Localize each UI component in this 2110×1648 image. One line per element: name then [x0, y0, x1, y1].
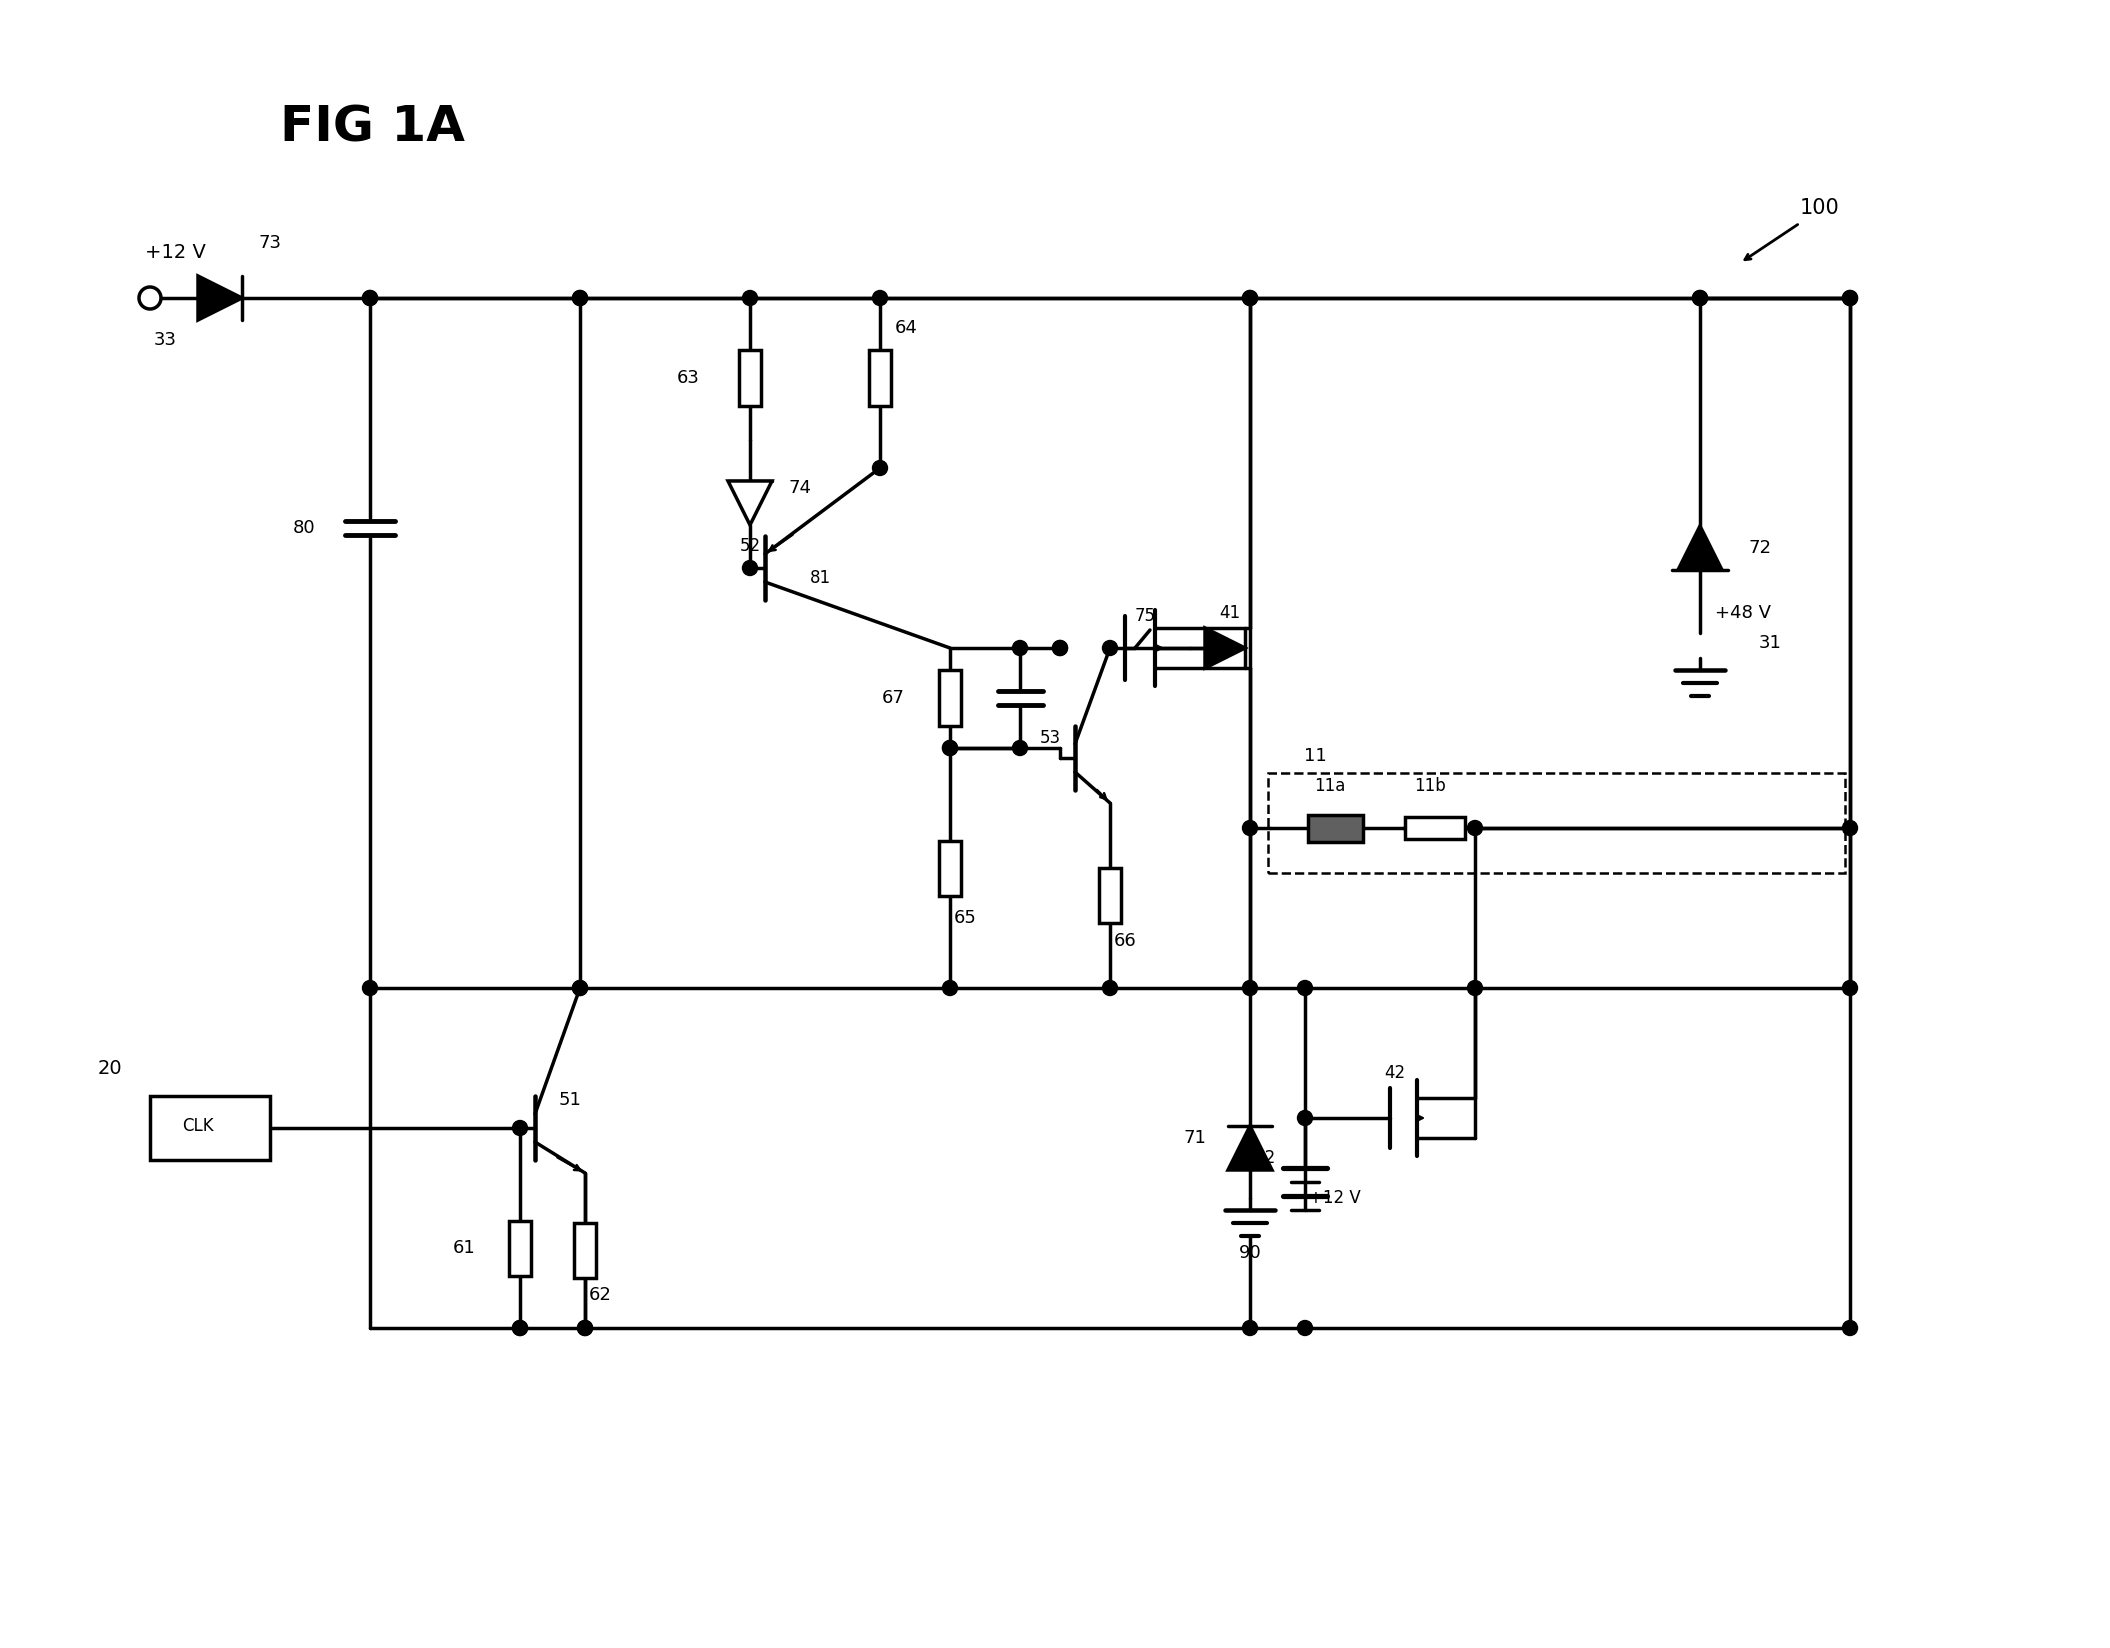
Circle shape — [1692, 290, 1707, 305]
Circle shape — [1243, 821, 1258, 836]
Circle shape — [943, 740, 958, 755]
Circle shape — [743, 560, 757, 575]
Text: +48 V: +48 V — [1715, 605, 1770, 621]
Text: 61: 61 — [452, 1239, 475, 1257]
Text: 73: 73 — [260, 234, 281, 252]
Circle shape — [363, 981, 378, 995]
Circle shape — [572, 981, 587, 995]
Text: 33: 33 — [154, 331, 177, 349]
Text: 71: 71 — [1184, 1129, 1207, 1147]
Circle shape — [1298, 1111, 1312, 1126]
Circle shape — [943, 740, 958, 755]
Text: 51: 51 — [559, 1091, 582, 1109]
Text: 72: 72 — [1749, 539, 1772, 557]
Text: 63: 63 — [677, 369, 701, 387]
Circle shape — [1842, 981, 1857, 995]
Text: 75: 75 — [1135, 606, 1156, 625]
Text: CLK: CLK — [181, 1117, 213, 1135]
Text: 41: 41 — [1220, 605, 1241, 621]
Bar — [869, 351, 890, 405]
Circle shape — [1842, 821, 1857, 836]
Polygon shape — [1228, 1126, 1272, 1170]
Circle shape — [1842, 290, 1857, 305]
Circle shape — [1104, 981, 1118, 995]
Polygon shape — [1677, 526, 1722, 570]
Text: 20: 20 — [97, 1058, 122, 1078]
Text: 11: 11 — [1304, 747, 1327, 765]
Text: 31: 31 — [1758, 634, 1781, 653]
Polygon shape — [728, 481, 772, 526]
Bar — [939, 671, 960, 725]
Circle shape — [1298, 981, 1312, 995]
Circle shape — [1243, 1320, 1258, 1335]
Circle shape — [1104, 641, 1118, 656]
Circle shape — [874, 290, 888, 305]
Circle shape — [1053, 641, 1068, 656]
Bar — [738, 351, 762, 405]
Circle shape — [1842, 290, 1857, 305]
Bar — [1099, 868, 1120, 923]
Text: 65: 65 — [954, 910, 977, 926]
Circle shape — [513, 1121, 528, 1135]
Text: 90: 90 — [1239, 1244, 1262, 1262]
Text: 11b: 11b — [1414, 776, 1445, 794]
Circle shape — [1842, 1320, 1857, 1335]
Text: 32: 32 — [1253, 1149, 1277, 1167]
Circle shape — [1243, 981, 1258, 995]
Circle shape — [578, 1320, 593, 1335]
Circle shape — [572, 290, 587, 305]
Circle shape — [1243, 290, 1258, 305]
Text: 81: 81 — [810, 569, 831, 587]
Text: 80: 80 — [293, 519, 314, 537]
Circle shape — [572, 981, 587, 995]
Bar — [150, 1096, 270, 1160]
Circle shape — [1692, 290, 1707, 305]
Circle shape — [513, 1320, 528, 1335]
Circle shape — [1013, 641, 1028, 656]
Circle shape — [578, 1320, 593, 1335]
Polygon shape — [1205, 628, 1245, 667]
Circle shape — [363, 290, 378, 305]
Circle shape — [513, 1320, 528, 1335]
Bar — [939, 840, 960, 895]
Text: 67: 67 — [882, 689, 905, 707]
Bar — [1249, 298, 1850, 989]
Bar — [1405, 817, 1464, 839]
Circle shape — [1053, 641, 1068, 656]
Circle shape — [943, 981, 958, 995]
Bar — [1308, 814, 1363, 842]
Text: 74: 74 — [789, 480, 812, 498]
Circle shape — [1013, 740, 1028, 755]
Polygon shape — [198, 275, 243, 320]
Circle shape — [743, 290, 757, 305]
Text: 66: 66 — [1114, 931, 1137, 949]
Circle shape — [1466, 821, 1483, 836]
Text: 42: 42 — [1384, 1065, 1405, 1083]
Circle shape — [1298, 1320, 1312, 1335]
Text: 52: 52 — [738, 537, 760, 555]
Bar — [509, 1221, 532, 1276]
Text: 64: 64 — [895, 320, 918, 336]
Circle shape — [363, 290, 378, 305]
Text: 62: 62 — [589, 1287, 612, 1305]
Circle shape — [572, 290, 587, 305]
Text: 100: 100 — [1800, 198, 1840, 218]
Circle shape — [1466, 981, 1483, 995]
Text: 53: 53 — [1040, 728, 1061, 747]
Text: +12 V: +12 V — [146, 244, 205, 262]
Text: FIG 1A: FIG 1A — [281, 104, 464, 152]
Circle shape — [1243, 290, 1258, 305]
Text: +12 V: +12 V — [1308, 1188, 1361, 1206]
Circle shape — [874, 460, 888, 476]
Bar — [574, 1223, 595, 1277]
Text: 11a: 11a — [1315, 776, 1346, 794]
